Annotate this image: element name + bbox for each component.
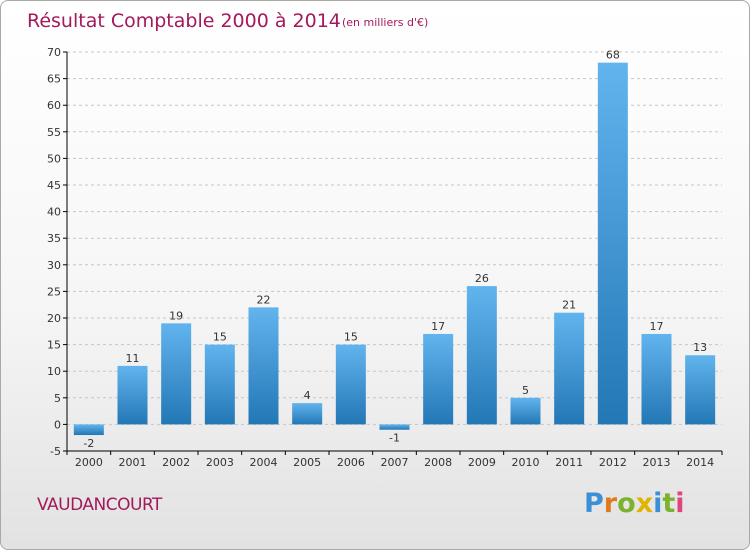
x-tick-label: 2013	[643, 456, 671, 469]
bar	[161, 323, 192, 425]
y-tick-label: 0	[54, 418, 61, 431]
proxiti-logo[interactable]: Proxiti	[584, 488, 685, 519]
bar	[204, 344, 235, 425]
x-tick-label: 2001	[119, 456, 147, 469]
bar	[554, 312, 585, 425]
axes	[66, 52, 722, 452]
y-tick-label: 25	[47, 285, 61, 298]
bar-value-label: 15	[213, 331, 227, 344]
x-tick-label: 2011	[555, 456, 583, 469]
y-tick-label: 50	[47, 152, 61, 165]
bar-value-label: -1	[389, 432, 400, 445]
bar-value-label: 68	[606, 49, 620, 62]
x-tick-label: 2012	[599, 456, 627, 469]
bar	[466, 286, 497, 425]
bar	[292, 403, 323, 425]
x-tick-label: 2002	[162, 456, 190, 469]
bar-value-label: 21	[562, 299, 576, 312]
y-axis-ticks: -5 0 5 10 15 20 25 30 35 40 45 50 55 60 65 70	[47, 46, 67, 458]
bar	[510, 397, 541, 425]
logo-letter: P	[584, 488, 604, 519]
y-tick-label: 10	[47, 365, 61, 378]
chart-title: Résultat Comptable 2000 à 2014	[27, 10, 341, 32]
y-tick-label: 5	[54, 392, 61, 405]
x-tick-label: 2005	[293, 456, 321, 469]
bar-value-label: 13	[693, 341, 707, 354]
bar-value-label: 17	[650, 320, 664, 333]
y-tick-label: 35	[47, 232, 61, 245]
logo-letter: x	[635, 488, 654, 519]
logo-letter: o	[617, 488, 636, 519]
y-tick-label: -5	[50, 445, 61, 458]
y-tick-label: 20	[47, 312, 61, 325]
bar-value-label: 15	[344, 331, 358, 344]
bar	[73, 424, 104, 436]
bar-value-label: 17	[431, 320, 445, 333]
x-tick-label: 2003	[206, 456, 234, 469]
bar-value-label: -2	[83, 437, 94, 450]
bar-value-label: 19	[169, 309, 183, 322]
y-tick-label: 45	[47, 179, 61, 192]
place-name: VAUDANCOURT	[37, 495, 162, 515]
y-tick-label: 40	[47, 206, 61, 219]
y-tick-label: 70	[47, 46, 61, 59]
bar-value-label: 26	[475, 272, 489, 285]
x-axis-ticks: 2000 2001 2002 2003 2004 2005 2006 2007 2008 2009…	[66, 451, 723, 469]
bar	[597, 62, 628, 425]
logo-letter: t	[662, 488, 676, 519]
bar-value-label: 11	[126, 352, 140, 365]
bars: -2 11 19 15 22 4 15 -1 17 26 5 21 68 17 13	[73, 49, 716, 450]
bar	[335, 344, 366, 425]
y-tick-label: 65	[47, 73, 61, 86]
y-tick-label: 30	[47, 259, 61, 272]
x-tick-label: 2006	[337, 456, 365, 469]
bar	[641, 333, 672, 425]
bar	[685, 355, 716, 425]
logo-letter: r	[603, 488, 618, 519]
bar	[117, 365, 148, 425]
x-tick-label: 2004	[250, 456, 278, 469]
x-tick-label: 2007	[381, 456, 409, 469]
y-tick-label: 15	[47, 339, 61, 352]
x-tick-label: 2000	[75, 456, 103, 469]
bar-value-label: 4	[304, 389, 311, 402]
y-tick-label: 60	[47, 99, 61, 112]
bar	[248, 307, 279, 425]
logo-letter: i	[675, 488, 685, 519]
bar-value-label: 5	[522, 384, 529, 397]
bar	[423, 333, 454, 425]
y-tick-label: 55	[47, 126, 61, 139]
x-tick-label: 2010	[512, 456, 540, 469]
x-tick-label: 2008	[424, 456, 452, 469]
logo-letter: i	[653, 488, 663, 519]
bar-value-label: 22	[257, 293, 271, 306]
chart-subtitle: (en milliers d'€)	[342, 16, 428, 29]
x-tick-label: 2014	[686, 456, 714, 469]
x-tick-label: 2009	[468, 456, 496, 469]
bar	[379, 424, 410, 430]
